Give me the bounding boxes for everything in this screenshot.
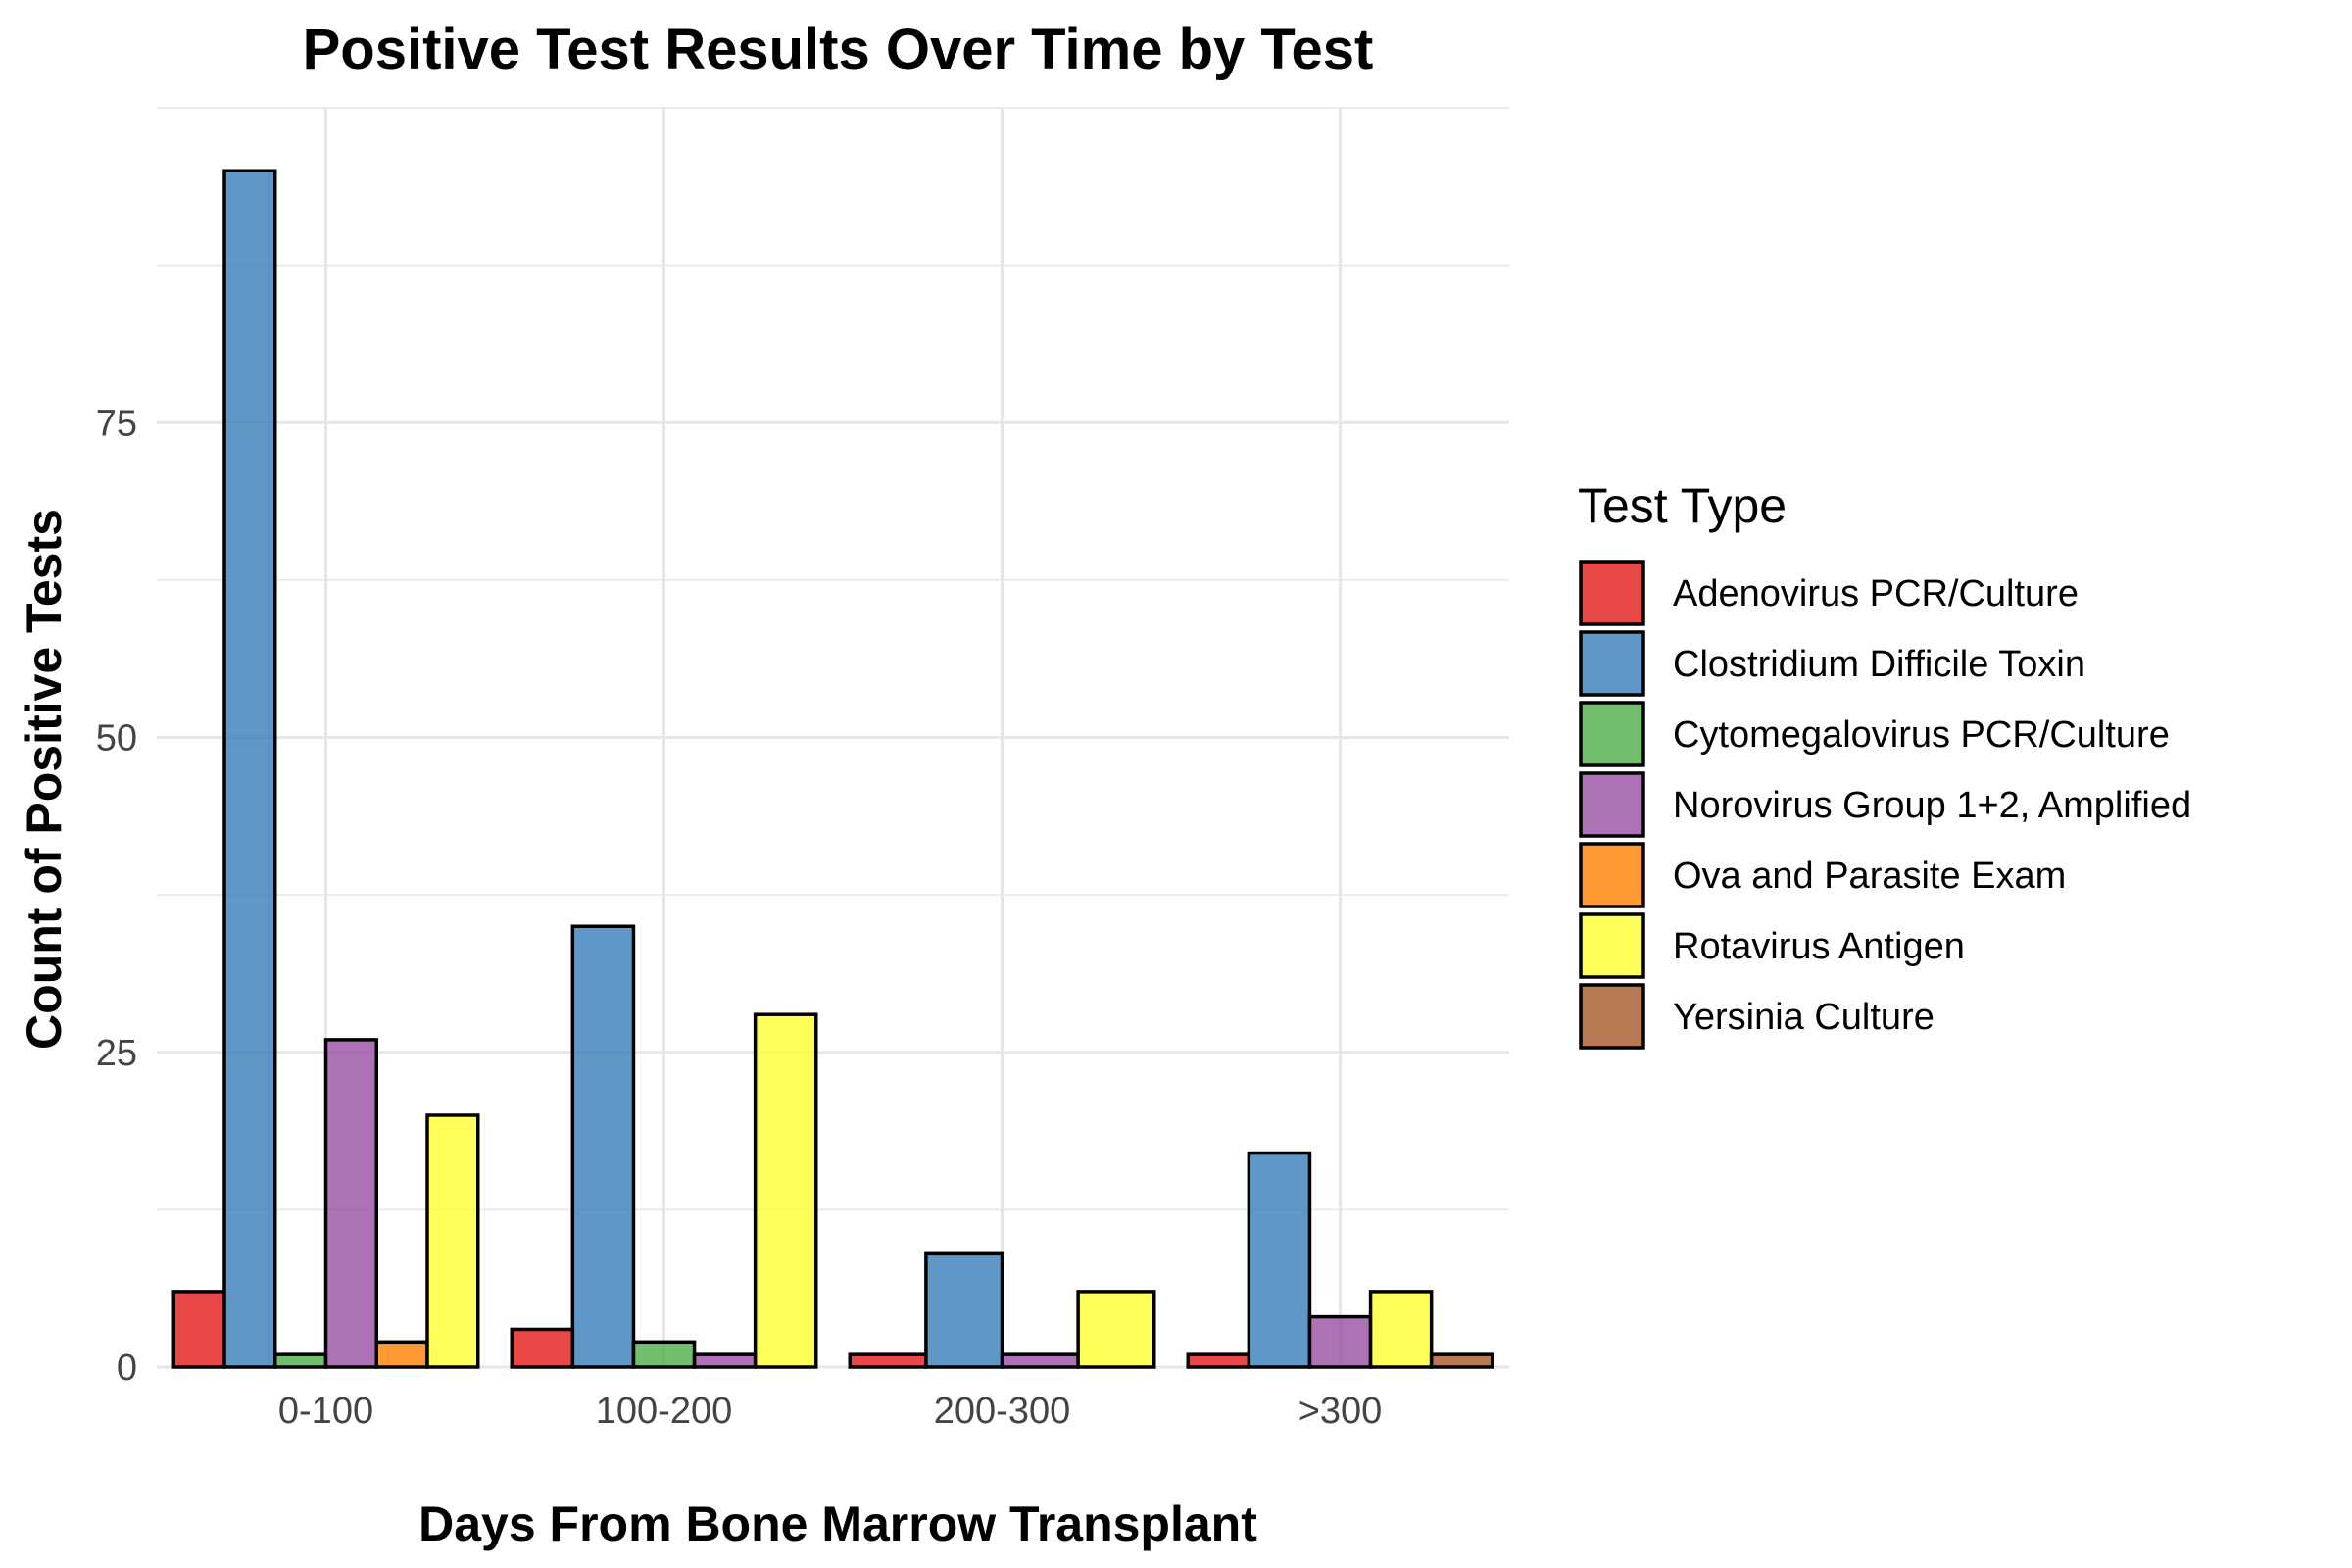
x-axis-title: Days From Bone Marrow Transplant (418, 1496, 1257, 1551)
y-axis-title: Count of Positive Tests (17, 509, 72, 1050)
x-tick-label: 0-100 (278, 1391, 373, 1432)
bar (924, 1251, 1004, 1369)
x-axis-tick-labels: 0-100 100-200 200-300 >300 (278, 1391, 1382, 1432)
y-tick-label: 25 (96, 1033, 137, 1074)
y-tick-label: 75 (96, 403, 137, 444)
x-tick-label: >300 (1298, 1391, 1383, 1432)
legend-label: Norovirus Group 1+2, Amplified (1673, 785, 2191, 826)
bar (510, 1327, 575, 1369)
legend-key (1579, 701, 1645, 767)
bars (172, 169, 1494, 1369)
bar (692, 1352, 758, 1369)
bar (1076, 1290, 1156, 1369)
bar (222, 169, 277, 1369)
x-tick-label: 100-200 (596, 1391, 732, 1432)
legend-key (1579, 983, 1645, 1050)
legend-key (1579, 771, 1645, 838)
bar (1000, 1352, 1080, 1369)
legend-key (1579, 842, 1645, 908)
legend-label: Clostridium Difficile Toxin (1673, 644, 2085, 685)
y-axis-tick-labels: 0 25 50 75 (96, 403, 137, 1389)
bar (848, 1352, 928, 1369)
legend-label: Ova and Parasite Exam (1673, 856, 2066, 897)
legend-label: Yersinia Culture (1673, 997, 1935, 1038)
chart-title: Positive Test Results Over Time by Test (303, 18, 1374, 81)
y-tick-label: 50 (96, 718, 137, 760)
bar (1429, 1352, 1494, 1369)
bar (753, 1012, 818, 1369)
bar (1247, 1151, 1312, 1369)
bar (631, 1340, 697, 1369)
legend-key (1579, 560, 1645, 626)
bar (570, 924, 636, 1369)
bar (323, 1038, 378, 1369)
legend: Test Type Adenovirus PCR/Culture Clostrid… (1578, 478, 2191, 1050)
x-tick-label: 200-300 (934, 1391, 1070, 1432)
legend-items: Adenovirus PCR/Culture Clostridium Diffic… (1579, 560, 2191, 1050)
bar (425, 1113, 480, 1369)
legend-key (1579, 630, 1645, 697)
legend-label: Rotavirus Antigen (1673, 926, 1965, 967)
bar (1307, 1314, 1373, 1369)
legend-key (1579, 912, 1645, 979)
bar (1186, 1352, 1251, 1369)
legend-label: Cytomegalovirus PCR/Culture (1673, 714, 2170, 756)
bar (374, 1340, 429, 1369)
legend-title: Test Type (1578, 478, 1787, 533)
bar (1368, 1290, 1434, 1369)
y-tick-label: 0 (117, 1348, 137, 1389)
bar (273, 1352, 328, 1369)
bar (172, 1290, 226, 1369)
legend-label: Adenovirus PCR/Culture (1673, 573, 2079, 614)
